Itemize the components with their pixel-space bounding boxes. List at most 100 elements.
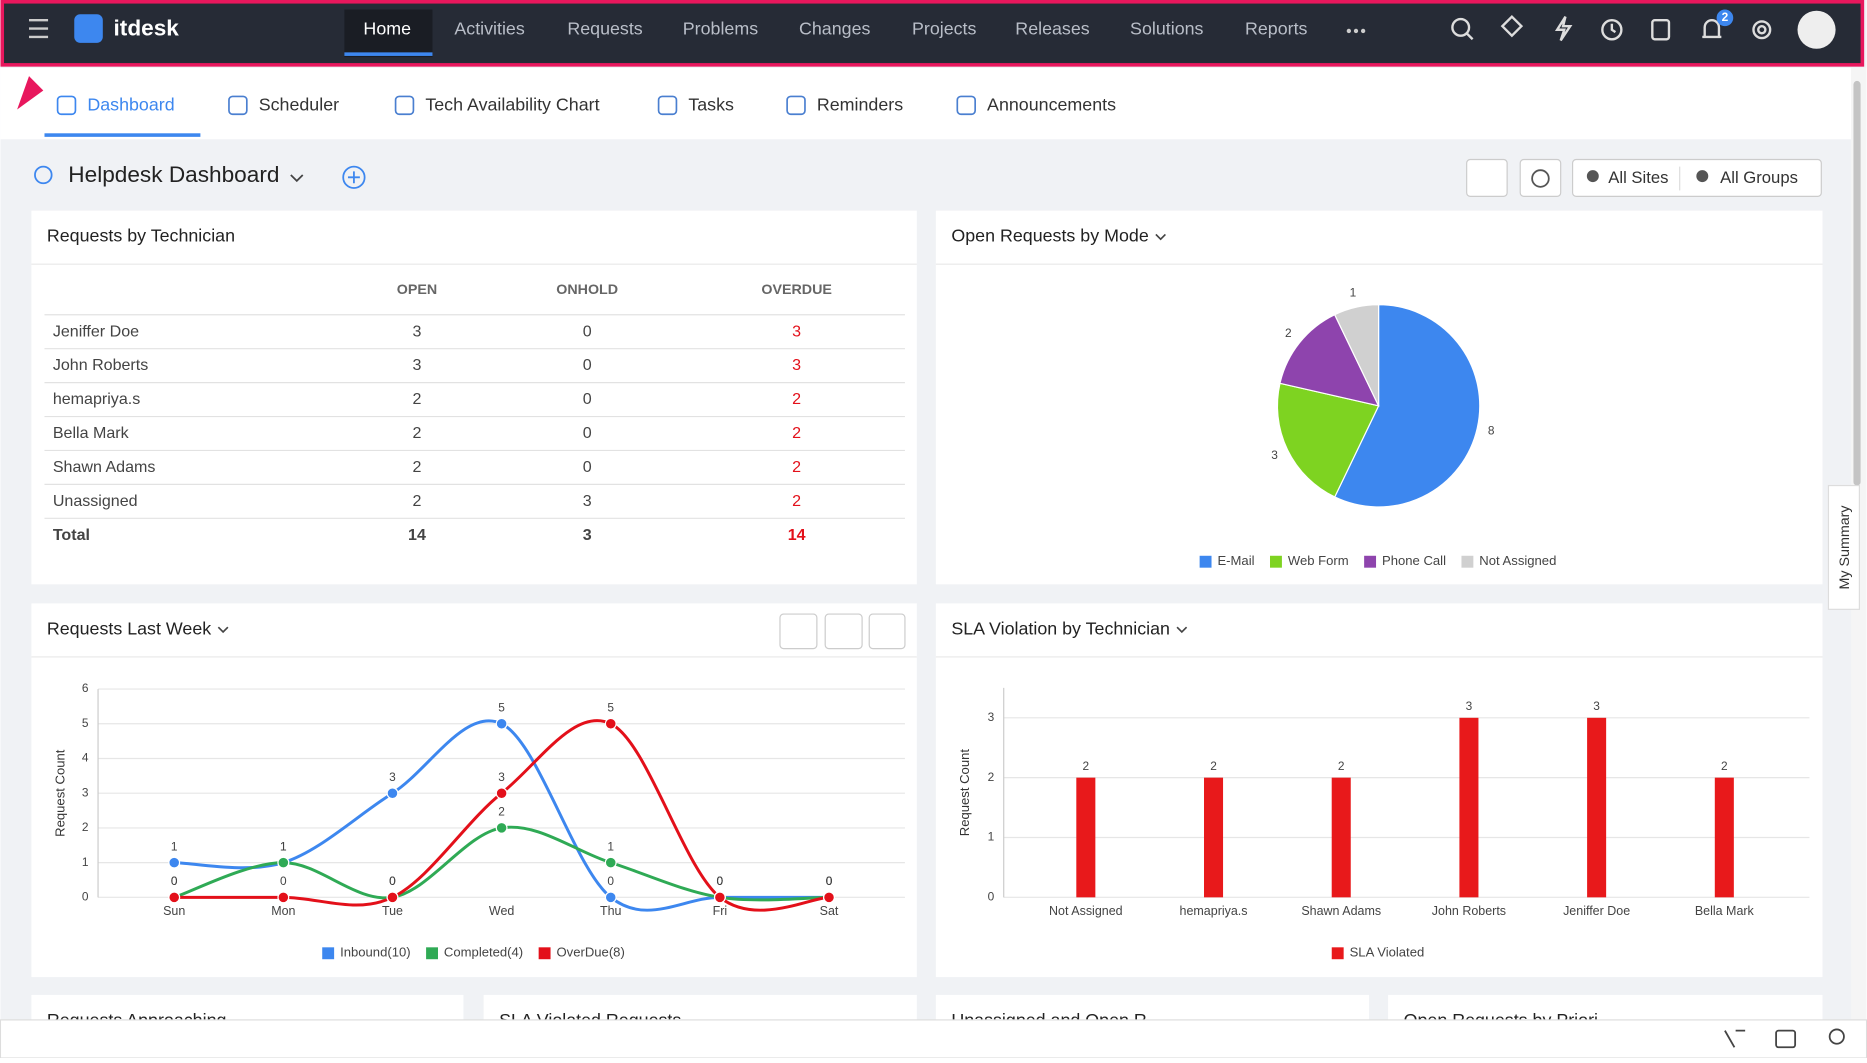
nav-item[interactable]: Activities (454, 18, 524, 38)
point[interactable] (386, 787, 399, 800)
data-label: 0 (826, 874, 833, 888)
side-tab-label[interactable]: My Summary (1837, 505, 1853, 590)
logo-text[interactable]: itdesk (114, 16, 180, 41)
tab[interactable]: Tech Availability Chart (425, 95, 599, 115)
toolbar-icons[interactable] (1451, 14, 1772, 42)
cell: 2 (413, 492, 422, 510)
cell: 0 (583, 390, 592, 408)
data-label: 0 (826, 874, 833, 888)
dashboard-title[interactable]: Helpdesk Dashboard (68, 162, 279, 187)
scroll-thumb[interactable] (1853, 80, 1861, 486)
nav-item[interactable]: Home (363, 18, 411, 38)
settings-button[interactable] (1519, 158, 1562, 197)
data-label: 2 (1285, 326, 1292, 340)
fullscreen-button[interactable] (1466, 158, 1508, 197)
nav-item[interactable]: Reports (1245, 18, 1308, 38)
point[interactable] (168, 856, 181, 869)
point[interactable] (823, 891, 835, 904)
data-label: 0 (389, 874, 396, 888)
pie-slice[interactable] (1333, 304, 1481, 508)
point[interactable] (713, 891, 726, 904)
pie-slice[interactable] (1276, 382, 1380, 498)
tab[interactable]: Scheduler (259, 95, 339, 115)
dropdown-icon[interactable] (217, 626, 229, 634)
dropdown-icon[interactable] (1176, 626, 1188, 634)
y-tick-label: 3 (82, 785, 89, 799)
legend-swatch (538, 947, 551, 960)
widget-title[interactable]: Open Requests by Mode (951, 226, 1148, 246)
menu-icon[interactable] (29, 19, 49, 39)
avatar[interactable] (1797, 10, 1836, 49)
bar[interactable] (1204, 777, 1224, 898)
data-label: 1 (171, 839, 178, 853)
bottom-icons[interactable] (1724, 1028, 1845, 1049)
row-name[interactable]: Jeniffer Doe (53, 322, 139, 340)
bar[interactable] (1459, 717, 1479, 898)
globe-icon (34, 165, 53, 185)
bar[interactable] (1331, 777, 1351, 898)
sites-filter[interactable]: All Sites (1608, 168, 1668, 187)
point[interactable] (386, 891, 399, 904)
nav-item[interactable]: Releases (1015, 18, 1089, 38)
legend-label: Not Assigned (1479, 553, 1556, 568)
nav-item[interactable]: Projects (912, 18, 977, 38)
x-tick-label: Fri (713, 904, 728, 918)
point[interactable] (495, 717, 508, 730)
row-name[interactable]: Bella Mark (53, 424, 130, 442)
nav-item[interactable]: Problems (683, 18, 758, 38)
dropdown-icon[interactable] (1155, 233, 1166, 241)
point[interactable] (604, 856, 617, 869)
tab[interactable]: Announcements (987, 95, 1116, 115)
pointer-arrow (17, 76, 44, 110)
legend-label: SLA Violated (1350, 945, 1425, 960)
more-icon[interactable] (1346, 28, 1366, 34)
nav-item[interactable]: Changes (799, 18, 871, 38)
point[interactable] (277, 856, 290, 869)
widget-title[interactable]: Requests Last Week (47, 618, 211, 638)
tab[interactable]: Dashboard (87, 95, 174, 115)
nav-item[interactable]: Requests (567, 18, 642, 38)
legend-label: E-Mail (1217, 553, 1254, 568)
legend-swatch (1461, 555, 1474, 568)
cell: 2 (792, 492, 801, 510)
pie-slice[interactable] (1333, 304, 1380, 407)
chart-tools[interactable] (779, 613, 906, 650)
row-name[interactable]: Unassigned (53, 492, 138, 510)
active-nav-bg (344, 9, 433, 58)
data-label: 0 (717, 874, 724, 888)
point[interactable] (604, 717, 617, 730)
bar[interactable] (1076, 777, 1096, 898)
data-label: 0 (717, 874, 724, 888)
pie-slice[interactable] (1279, 313, 1380, 407)
add-icon[interactable] (342, 165, 366, 189)
widget-title[interactable]: SLA Violation by Technician (951, 618, 1170, 638)
row-name[interactable]: hemapriya.s (53, 390, 140, 408)
x-tick-label: Jeniffer Doe (1563, 904, 1630, 918)
tab[interactable]: Tasks (688, 95, 734, 115)
badge (1716, 9, 1734, 27)
bar[interactable] (1714, 777, 1734, 898)
widget-title[interactable]: Requests by Technician (47, 226, 235, 246)
side-tab[interactable] (1827, 484, 1860, 610)
logo-icon[interactable] (74, 14, 103, 43)
groups-filter[interactable]: All Groups (1720, 168, 1798, 187)
nav-item[interactable]: Solutions (1130, 18, 1203, 38)
row-name[interactable]: Shawn Adams (53, 458, 156, 476)
point[interactable] (495, 787, 508, 800)
data-label: 1 (1350, 285, 1357, 299)
cell: 14 (408, 526, 426, 544)
x-tick-label: John Roberts (1432, 904, 1506, 918)
data-label: 0 (717, 874, 724, 888)
x-tick-label: Mon (271, 904, 295, 918)
y-tick-label: 1 (82, 855, 89, 869)
row-name[interactable]: John Roberts (53, 356, 148, 374)
point[interactable] (495, 821, 508, 834)
row-name[interactable]: Total (53, 526, 90, 544)
y-tick-label: 0 (82, 889, 89, 903)
point[interactable] (168, 891, 181, 904)
bar[interactable] (1587, 717, 1607, 898)
point[interactable] (604, 891, 617, 904)
point[interactable] (277, 891, 290, 904)
tab[interactable]: Reminders (817, 95, 903, 115)
dropdown-icon[interactable] (290, 174, 304, 183)
